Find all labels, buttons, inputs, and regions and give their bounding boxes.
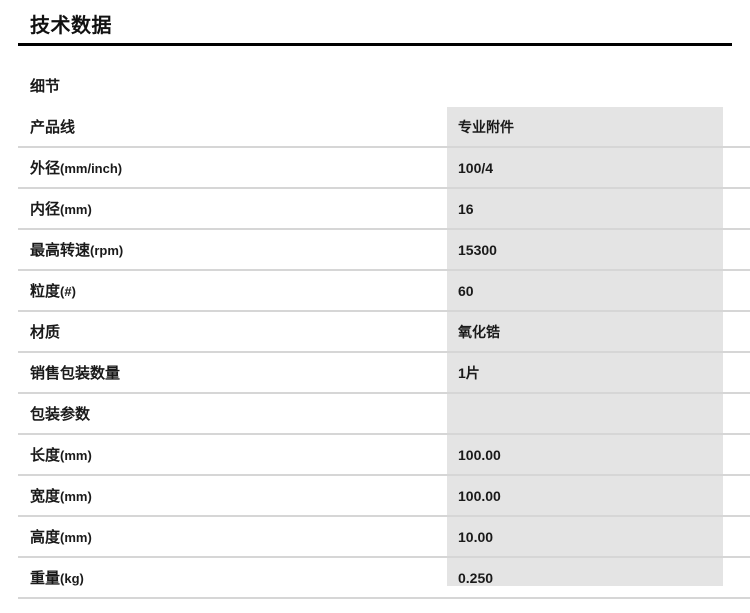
row-separator	[18, 187, 750, 189]
row-label: 重量(kg)	[30, 558, 84, 599]
row-label-text: 宽度	[30, 488, 61, 505]
page-title: 技术数据	[30, 15, 112, 37]
row-label-unit: (kg)	[60, 571, 84, 586]
row-value: 0.250	[458, 570, 494, 586]
table-row: 宽度(mm) 100.00	[0, 476, 750, 517]
table-row: 高度(mm) 10.00	[0, 517, 750, 558]
row-separator	[18, 597, 750, 599]
row-value: 氧化锆	[458, 324, 500, 340]
row-label-text: 包装参数	[30, 406, 91, 423]
row-separator	[18, 474, 750, 476]
title-underline-rule	[18, 43, 732, 46]
table-row: 外径(mm/inch) 100/4	[0, 148, 750, 189]
row-separator	[18, 433, 750, 435]
row-label-text: 细节	[30, 78, 61, 95]
table-row: 材质 氧化锆	[0, 312, 750, 353]
row-label: 销售包装数量	[30, 353, 120, 394]
row-value: 10.00	[458, 529, 494, 545]
row-label: 产品线	[30, 107, 75, 148]
row-separator	[18, 146, 750, 148]
row-label: 粒度(#)	[30, 271, 76, 312]
table-row: 产品线 专业附件	[0, 107, 750, 148]
row-value: 15300	[458, 242, 497, 258]
row-value: 100.00	[458, 447, 501, 463]
table-row: 长度(mm) 100.00	[0, 435, 750, 476]
row-label-text: 产品线	[30, 119, 76, 136]
row-label: 高度(mm)	[30, 517, 92, 558]
row-label-text: 销售包装数量	[30, 365, 121, 382]
table-row: 包装参数	[0, 394, 750, 435]
row-label-unit: (mm)	[60, 202, 92, 217]
technical-data-table: 细节 产品线 专业附件 外径(mm/inch) 100/4 内径(mm) 16 最高转速(rp…	[0, 66, 750, 599]
table-row: 最高转速(rpm) 15300	[0, 230, 750, 271]
row-label: 材质	[30, 312, 60, 353]
row-label-unit: (mm)	[60, 489, 92, 504]
row-label-text: 外径	[30, 160, 61, 177]
row-value: 16	[458, 201, 474, 217]
row-label-text: 最高转速	[30, 242, 91, 259]
row-label-unit: (mm)	[60, 448, 92, 463]
table-row: 粒度(#) 60	[0, 271, 750, 312]
row-separator	[18, 556, 750, 558]
row-value: 专业附件	[458, 119, 514, 135]
row-label-unit: (mm)	[60, 530, 92, 545]
row-label-unit: (mm/inch)	[60, 161, 123, 176]
table-row: 内径(mm) 16	[0, 189, 750, 230]
row-label: 最高转速(rpm)	[30, 230, 123, 271]
row-label-text: 长度	[30, 447, 61, 464]
row-label-text: 材质	[30, 324, 61, 341]
row-label: 宽度(mm)	[30, 476, 92, 517]
row-label-text: 高度	[30, 529, 61, 546]
row-separator	[18, 392, 750, 394]
row-label: 外径(mm/inch)	[30, 148, 122, 189]
row-label: 包装参数	[30, 394, 90, 435]
row-label-unit: (rpm)	[90, 243, 124, 258]
row-separator	[18, 351, 750, 353]
row-label-text: 粒度	[30, 283, 61, 300]
row-label-unit: (#)	[60, 284, 76, 299]
row-value: 60	[458, 283, 474, 299]
row-separator	[18, 269, 750, 271]
table-row: 销售包装数量 1片	[0, 353, 750, 394]
row-separator	[18, 310, 750, 312]
table-row: 重量(kg) 0.250	[0, 558, 750, 599]
row-value: 100.00	[458, 488, 501, 504]
row-value: 1片	[458, 365, 480, 381]
row-label: 长度(mm)	[30, 435, 92, 476]
row-label: 细节	[30, 66, 60, 107]
row-separator	[18, 228, 750, 230]
table-section-row: 细节	[0, 66, 750, 107]
row-separator	[18, 515, 750, 517]
row-label: 内径(mm)	[30, 189, 92, 230]
row-label-text: 内径	[30, 201, 61, 218]
table-body: 细节 产品线 专业附件 外径(mm/inch) 100/4 内径(mm) 16 最高转速(rp…	[0, 66, 750, 599]
row-label-text: 重量	[30, 570, 61, 587]
value-column-background	[447, 107, 723, 586]
row-value: 100/4	[458, 160, 494, 176]
